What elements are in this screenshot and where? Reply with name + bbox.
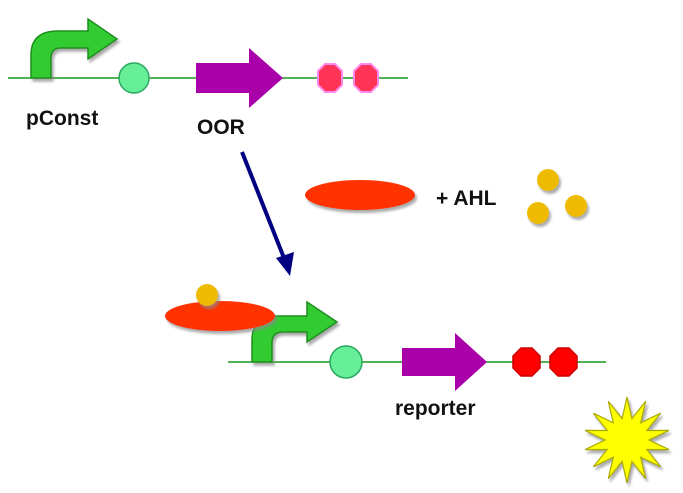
bottom-terminator-2-icon	[549, 347, 578, 377]
top-operator-circle-icon	[118, 62, 150, 94]
oor-protein-icon	[305, 180, 415, 210]
bottom-terminator-1-icon	[512, 347, 541, 377]
top-promoter-arrow-icon	[30, 17, 119, 79]
bound-ahl-molecule-icon	[196, 284, 218, 306]
flow-arrow-shaft	[240, 151, 286, 259]
gene-label-reporter: reporter	[395, 397, 476, 420]
ahl-molecule-2-icon	[527, 202, 549, 224]
top-gene-arrow-icon	[196, 48, 283, 108]
flow-arrow-head-icon	[276, 252, 294, 276]
top-terminator-2-icon	[353, 63, 379, 93]
inducer-label-ahl: + AHL	[436, 187, 497, 210]
inducer-group: + AHL	[305, 169, 587, 224]
ahl-molecule-3-icon	[565, 195, 587, 217]
top-construct: pConst OOR	[8, 17, 408, 139]
bottom-construct: reporter	[165, 284, 606, 420]
gene-label-oor: OOR	[197, 116, 245, 139]
flow-arrow	[240, 151, 294, 276]
top-terminator-1-icon	[317, 63, 343, 93]
bound-protein-icon	[165, 301, 275, 331]
reporter-gene-arrow-icon	[402, 333, 487, 391]
ahl-molecule-1-icon	[537, 169, 559, 191]
promoter-label-pconst: pConst	[26, 107, 98, 130]
bottom-operator-circle-icon	[329, 345, 363, 379]
signal-starburst-icon	[584, 396, 670, 484]
